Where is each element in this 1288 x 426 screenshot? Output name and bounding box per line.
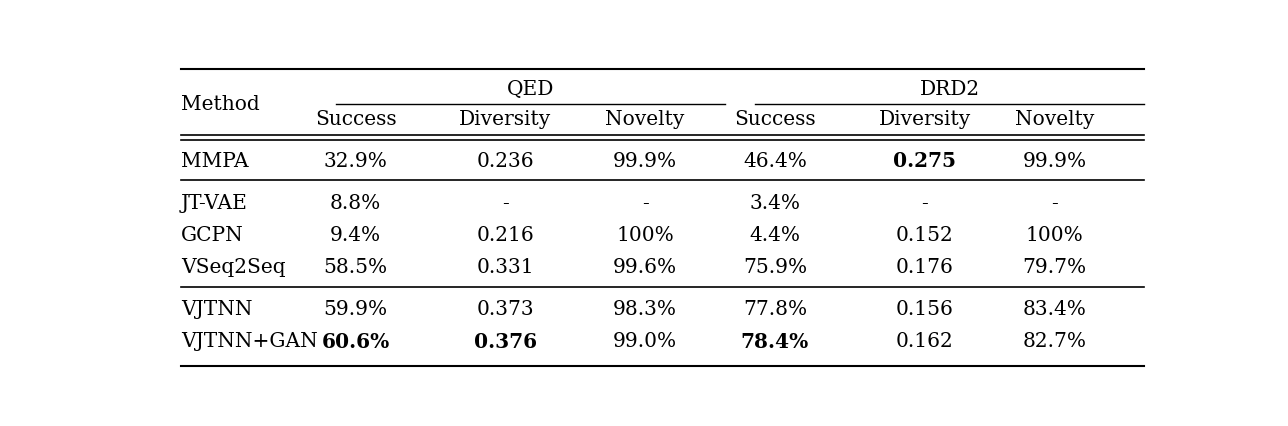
Text: 0.162: 0.162 (895, 332, 953, 351)
Text: -: - (502, 193, 509, 213)
Text: 9.4%: 9.4% (330, 226, 381, 245)
Text: VSeq2Seq: VSeq2Seq (180, 258, 286, 277)
Text: Success: Success (734, 109, 815, 129)
Text: Novelty: Novelty (605, 109, 685, 129)
Text: 78.4%: 78.4% (741, 332, 809, 352)
Text: 8.8%: 8.8% (330, 193, 381, 213)
Text: QED: QED (506, 80, 554, 99)
Text: 0.176: 0.176 (895, 258, 953, 277)
Text: 0.331: 0.331 (477, 258, 535, 277)
Text: 0.216: 0.216 (477, 226, 535, 245)
Text: 99.0%: 99.0% (613, 332, 677, 351)
Text: 4.4%: 4.4% (750, 226, 800, 245)
Text: 100%: 100% (1025, 226, 1083, 245)
Text: 77.8%: 77.8% (743, 300, 808, 319)
Text: 0.275: 0.275 (893, 151, 956, 171)
Text: 3.4%: 3.4% (750, 193, 800, 213)
Text: Diversity: Diversity (878, 109, 971, 129)
Text: 99.9%: 99.9% (613, 152, 677, 171)
Text: 98.3%: 98.3% (613, 300, 677, 319)
Text: 58.5%: 58.5% (323, 258, 388, 277)
Text: 79.7%: 79.7% (1023, 258, 1087, 277)
Text: 60.6%: 60.6% (322, 332, 390, 352)
Text: Novelty: Novelty (1015, 109, 1094, 129)
Text: 99.6%: 99.6% (613, 258, 677, 277)
Text: 0.373: 0.373 (477, 300, 535, 319)
Text: 82.7%: 82.7% (1023, 332, 1086, 351)
Text: 0.376: 0.376 (474, 332, 537, 352)
Text: 83.4%: 83.4% (1023, 300, 1086, 319)
Text: 0.152: 0.152 (895, 226, 953, 245)
Text: 0.156: 0.156 (895, 300, 953, 319)
Text: Diversity: Diversity (460, 109, 551, 129)
Text: MMPA: MMPA (180, 152, 249, 171)
Text: -: - (641, 193, 648, 213)
Text: 59.9%: 59.9% (323, 300, 388, 319)
Text: VJTNN+GAN: VJTNN+GAN (180, 332, 318, 351)
Text: Success: Success (314, 109, 397, 129)
Text: GCPN: GCPN (180, 226, 243, 245)
Text: -: - (921, 193, 927, 213)
Text: 46.4%: 46.4% (743, 152, 806, 171)
Text: JT-VAE: JT-VAE (180, 193, 247, 213)
Text: Method: Method (180, 95, 260, 114)
Text: 32.9%: 32.9% (323, 152, 388, 171)
Text: 99.9%: 99.9% (1023, 152, 1087, 171)
Text: 100%: 100% (616, 226, 674, 245)
Text: DRD2: DRD2 (920, 80, 980, 99)
Text: VJTNN: VJTNN (180, 300, 252, 319)
Text: -: - (1051, 193, 1057, 213)
Text: 75.9%: 75.9% (743, 258, 808, 277)
Text: 0.236: 0.236 (477, 152, 535, 171)
